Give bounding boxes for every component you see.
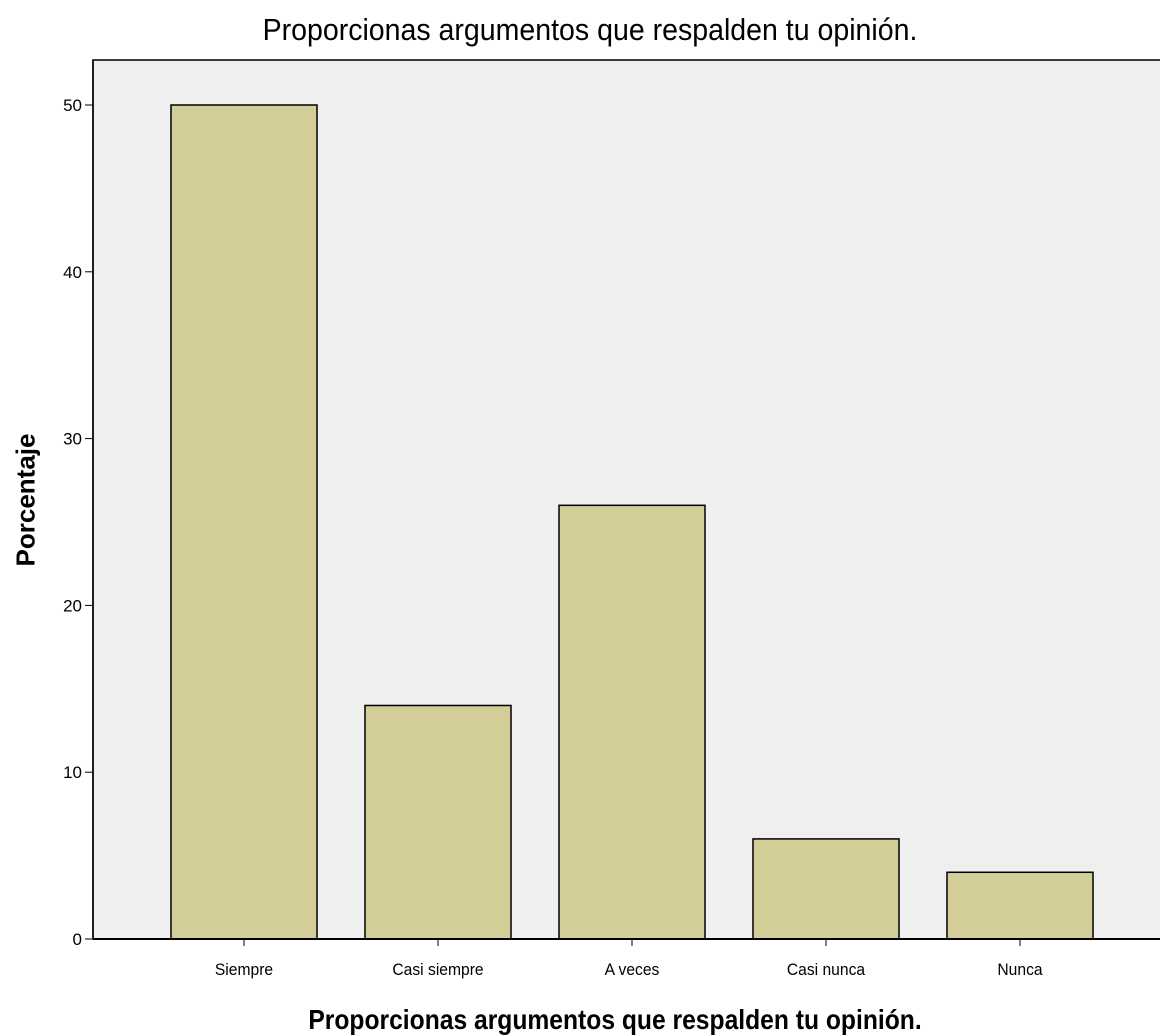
y-tick-label: 40 [63, 263, 82, 282]
y-tick-label: 0 [73, 930, 82, 949]
bar-casi-siempre [364, 704, 512, 940]
y-tick-label: 50 [63, 96, 82, 115]
x-tick-label: Siempre [215, 960, 273, 979]
x-tick-label: Casi siempre [392, 960, 483, 979]
x-tick-label: A veces [605, 960, 660, 979]
bar-casi-nunca [752, 838, 900, 940]
axes-group: Siempre Casi siempre A veces Casi nunca Nunc… [63, 60, 1160, 979]
chart-title: Proporcionas argumentos que respalden tu… [262, 12, 918, 47]
bar-nunca [946, 871, 1094, 940]
y-tick-label: 30 [63, 430, 82, 449]
x-tick-label: Nunca [997, 960, 1043, 979]
y-tick-label: 20 [63, 596, 82, 615]
y-tick-label: 10 [63, 763, 82, 782]
bar-a-veces [558, 504, 706, 940]
x-axis-label: Proporcionas argumentos que respalden tu… [308, 1004, 922, 1035]
bar-siempre [170, 104, 318, 940]
x-tick-label: Casi nunca [787, 960, 866, 979]
